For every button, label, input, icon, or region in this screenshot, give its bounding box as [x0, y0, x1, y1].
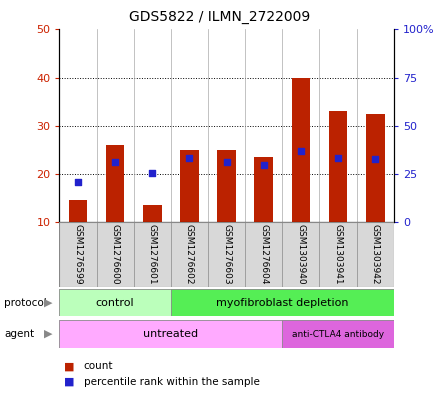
- Bar: [59, 320, 282, 348]
- Point: [186, 155, 193, 162]
- Text: GSM1276602: GSM1276602: [185, 224, 194, 285]
- Text: GSM1303940: GSM1303940: [297, 224, 305, 285]
- Bar: [59, 289, 171, 316]
- Text: control: control: [96, 298, 135, 308]
- Text: ■: ■: [64, 377, 74, 387]
- Text: GSM1276603: GSM1276603: [222, 224, 231, 285]
- Text: ■: ■: [64, 361, 74, 371]
- Text: ▶: ▶: [44, 298, 53, 308]
- Point: [112, 159, 119, 165]
- Text: GSM1303941: GSM1303941: [334, 224, 343, 285]
- Bar: [171, 289, 394, 316]
- Point: [297, 148, 304, 154]
- Bar: [292, 77, 310, 222]
- Text: GSM1276601: GSM1276601: [148, 224, 157, 285]
- Point: [149, 170, 156, 176]
- Point: [334, 155, 341, 162]
- Text: GSM1303942: GSM1303942: [371, 224, 380, 285]
- Text: GSM1276600: GSM1276600: [110, 224, 120, 285]
- Bar: [254, 157, 273, 222]
- Point: [74, 178, 81, 185]
- Point: [372, 156, 379, 163]
- Bar: [366, 114, 385, 222]
- Text: untreated: untreated: [143, 329, 198, 339]
- Bar: [329, 111, 347, 222]
- Text: protocol: protocol: [4, 298, 47, 308]
- Bar: [106, 145, 125, 222]
- Bar: [143, 205, 161, 222]
- Text: myofibroblast depletion: myofibroblast depletion: [216, 298, 348, 308]
- Text: percentile rank within the sample: percentile rank within the sample: [84, 377, 260, 387]
- Bar: [69, 200, 87, 222]
- Text: count: count: [84, 361, 113, 371]
- Text: ▶: ▶: [44, 329, 53, 339]
- Text: GSM1276599: GSM1276599: [73, 224, 82, 285]
- Point: [260, 162, 267, 168]
- Text: GDS5822 / ILMN_2722009: GDS5822 / ILMN_2722009: [129, 10, 311, 24]
- Bar: [217, 150, 236, 222]
- Point: [223, 159, 230, 165]
- Bar: [282, 320, 394, 348]
- Text: agent: agent: [4, 329, 34, 339]
- Text: anti-CTLA4 antibody: anti-CTLA4 antibody: [292, 330, 384, 338]
- Text: GSM1276604: GSM1276604: [259, 224, 268, 285]
- Bar: [180, 150, 199, 222]
